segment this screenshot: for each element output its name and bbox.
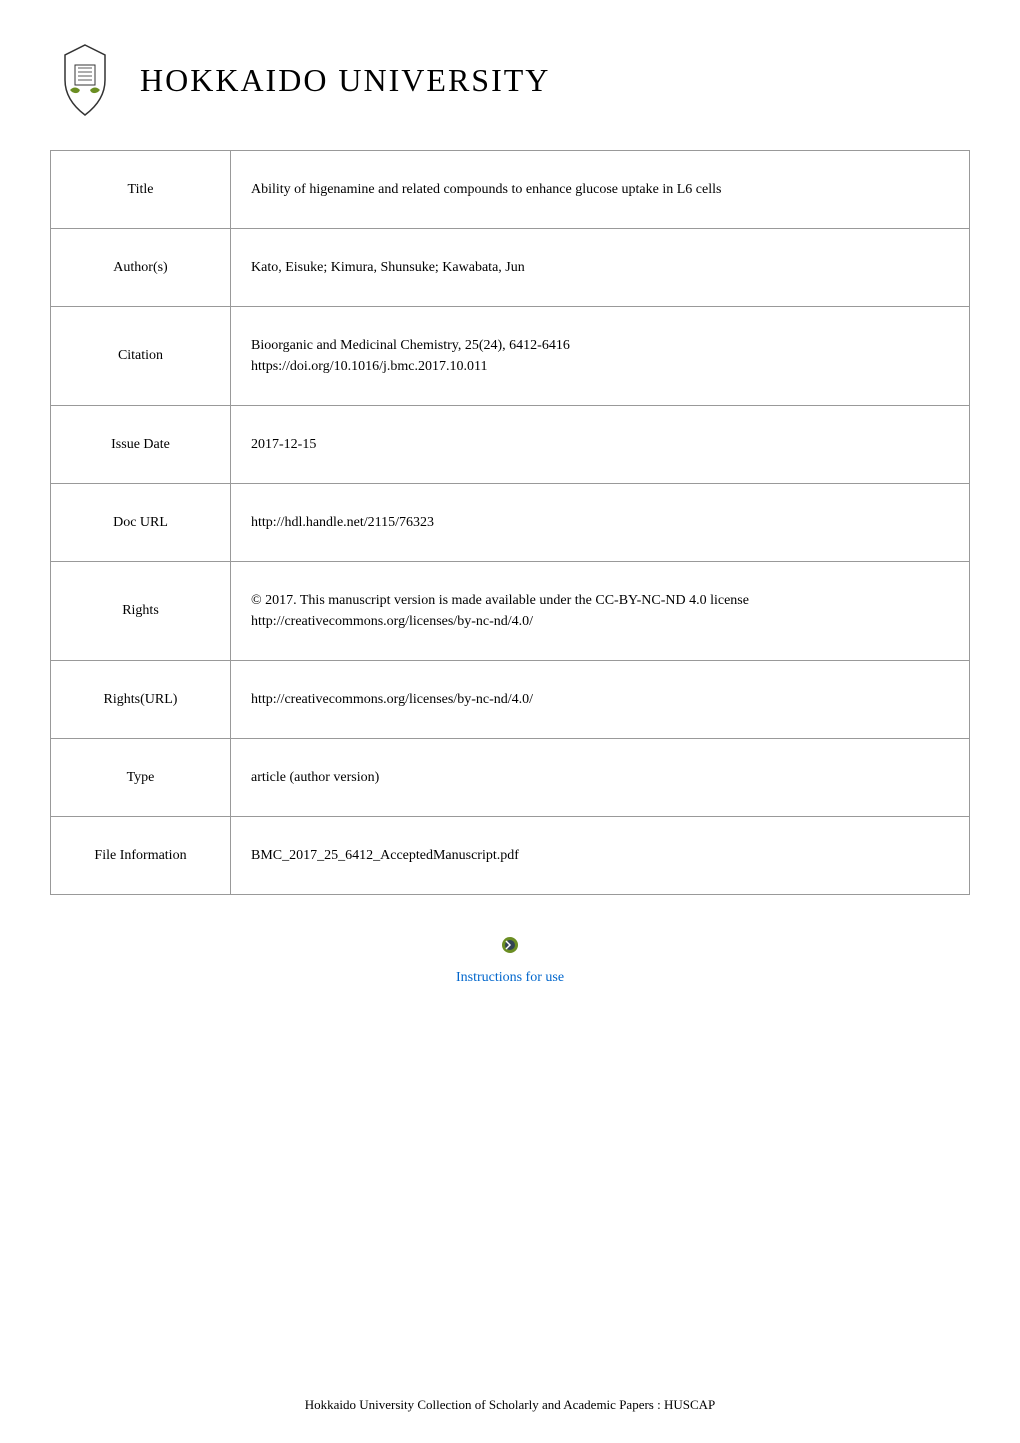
page-header: HOKKAIDO UNIVERSITY xyxy=(50,40,970,120)
metadata-label: Title xyxy=(51,151,231,229)
metadata-label: Author(s) xyxy=(51,229,231,307)
metadata-label: Type xyxy=(51,739,231,817)
metadata-value: BMC_2017_25_6412_AcceptedManuscript.pdf xyxy=(231,817,970,895)
metadata-label: Issue Date xyxy=(51,406,231,484)
metadata-value: Bioorganic and Medicinal Chemistry, 25(2… xyxy=(231,307,970,406)
metadata-value: 2017-12-15 xyxy=(231,406,970,484)
metadata-value: © 2017. This manuscript version is made … xyxy=(231,562,970,661)
metadata-value: http://hdl.handle.net/2115/76323 xyxy=(231,484,970,562)
table-row: Rights(URL)http://creativecommons.org/li… xyxy=(51,661,970,739)
table-row: Doc URLhttp://hdl.handle.net/2115/76323 xyxy=(51,484,970,562)
table-row: CitationBioorganic and Medicinal Chemist… xyxy=(51,307,970,406)
metadata-label: Citation xyxy=(51,307,231,406)
page-footer: Hokkaido University Collection of Schola… xyxy=(50,1397,970,1413)
metadata-label: Rights(URL) xyxy=(51,661,231,739)
university-name: HOKKAIDO UNIVERSITY xyxy=(140,62,550,99)
table-row: Typearticle (author version) xyxy=(51,739,970,817)
table-row: File InformationBMC_2017_25_6412_Accepte… xyxy=(51,817,970,895)
logo-svg xyxy=(50,40,120,120)
metadata-value: Kato, Eisuke; Kimura, Shunsuke; Kawabata… xyxy=(231,229,970,307)
table-row: TitleAbility of higenamine and related c… xyxy=(51,151,970,229)
table-row: Author(s)Kato, Eisuke; Kimura, Shunsuke;… xyxy=(51,229,970,307)
metadata-table: TitleAbility of higenamine and related c… xyxy=(50,150,970,895)
metadata-label: Rights xyxy=(51,562,231,661)
instructions-link[interactable]: Instructions for use xyxy=(456,970,564,985)
metadata-value: article (author version) xyxy=(231,739,970,817)
metadata-label: Doc URL xyxy=(51,484,231,562)
metadata-value: http://creativecommons.org/licenses/by-n… xyxy=(231,661,970,739)
instructions-section: Instructions for use xyxy=(50,935,970,986)
metadata-table-body: TitleAbility of higenamine and related c… xyxy=(51,151,970,895)
instructions-icon xyxy=(500,935,520,960)
metadata-label: File Information xyxy=(51,817,231,895)
metadata-value: Ability of higenamine and related compou… xyxy=(231,151,970,229)
table-row: Rights© 2017. This manuscript version is… xyxy=(51,562,970,661)
university-logo xyxy=(50,40,120,120)
table-row: Issue Date2017-12-15 xyxy=(51,406,970,484)
